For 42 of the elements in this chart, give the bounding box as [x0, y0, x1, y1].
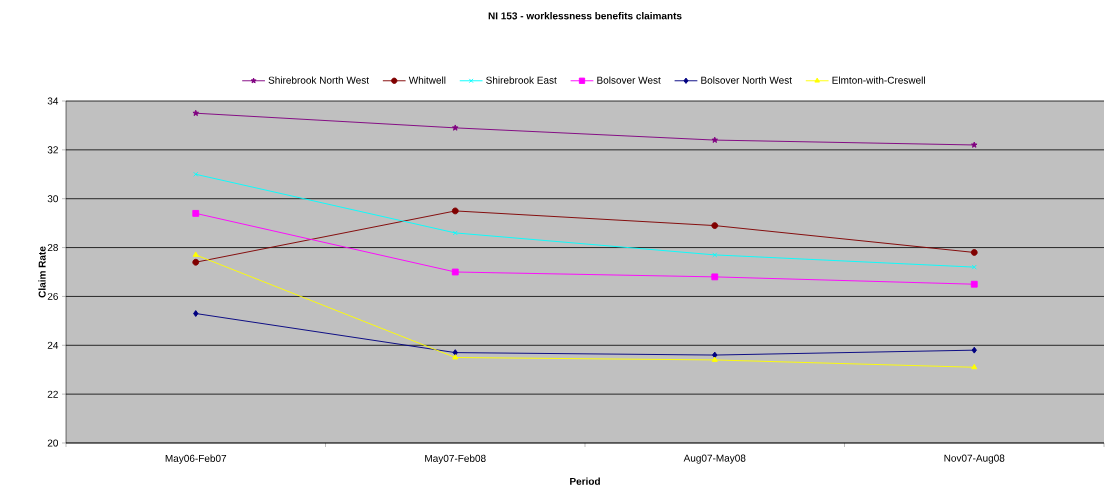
legend-label: Shirebrook North West [268, 76, 369, 84]
y-tick-label: 20 [47, 439, 59, 447]
point [452, 354, 459, 360]
point [712, 252, 718, 258]
y-tick-label: 34 [47, 97, 59, 105]
point [451, 124, 459, 131]
point [192, 209, 200, 217]
y-tick-label: 32 [47, 146, 58, 154]
chart-title: NI 153 - worklessness benefits claimants [488, 12, 682, 20]
y-tick-label: 28 [47, 244, 58, 252]
y-axis-title: Claim Rate [38, 246, 46, 298]
point [971, 346, 977, 354]
point [193, 310, 199, 317]
x-axis-title: Period [570, 477, 600, 485]
point [451, 207, 459, 215]
legend-label: Elmton-with-Creswell [832, 76, 925, 84]
point [971, 141, 978, 148]
point [711, 273, 719, 281]
point [193, 171, 199, 177]
point [711, 222, 719, 229]
x-tick-label: Nov07-Aug08 [944, 454, 1005, 464]
x-tick-label: May06-Feb07 [165, 454, 227, 464]
point [192, 251, 199, 257]
point [970, 249, 978, 256]
point [711, 356, 718, 362]
legend-label: Whitwell [408, 76, 446, 84]
x-tick-label: Aug07-May08 [683, 454, 746, 464]
point [192, 258, 200, 266]
point [452, 230, 458, 236]
legend-label: Bolsover North West [701, 76, 792, 84]
y-tick-label: 26 [47, 292, 58, 300]
point [970, 280, 978, 288]
legend-label: Shirebrook East [486, 76, 557, 84]
y-tick-label: 24 [47, 341, 59, 349]
point [451, 268, 459, 276]
point [711, 136, 719, 143]
y-tick-label: 22 [47, 390, 58, 398]
point [971, 363, 978, 370]
point [192, 109, 200, 117]
legend-label: Bolsover West [597, 76, 661, 84]
y-tick-label: 30 [47, 195, 59, 203]
x-tick-label: May07-Feb08 [425, 454, 486, 464]
